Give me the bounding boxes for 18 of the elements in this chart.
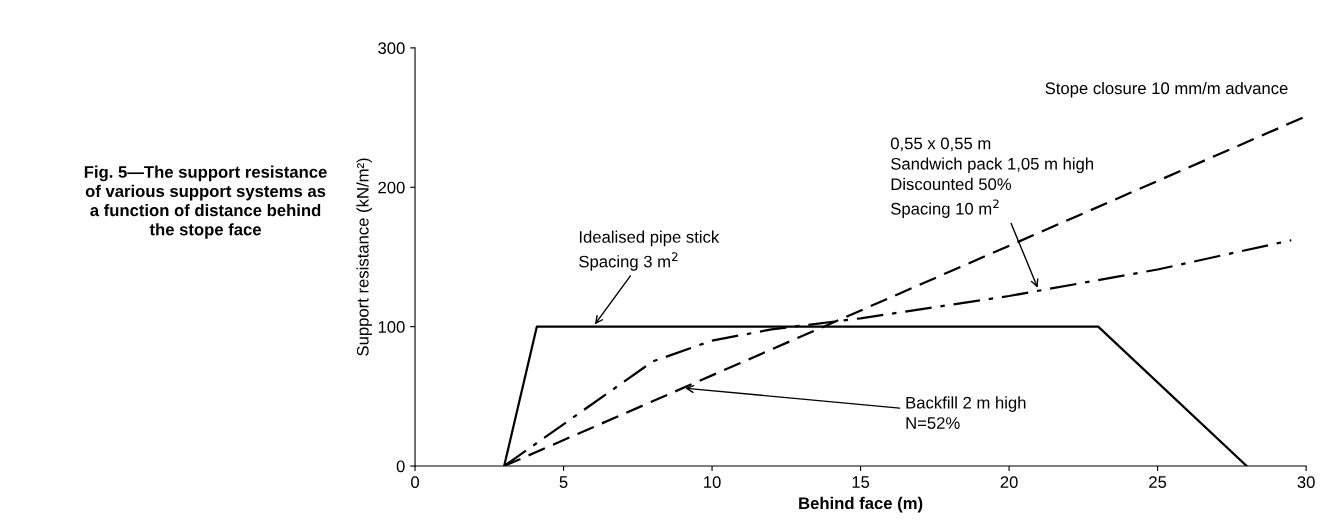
y-tick-label: 0 [396, 460, 405, 473]
annotation: Stope closure 10 mm/m advance [1045, 81, 1288, 98]
y-tick-label: 300 [378, 42, 405, 55]
x-tick-label: 10 [704, 476, 721, 488]
x-tick-label: 5 [559, 476, 568, 488]
y-axis-title: Support resistance (kN/m²) [356, 158, 372, 356]
annotation: Backfill 2 m high N=52% [906, 396, 1026, 429]
y-tick-label: 200 [378, 181, 405, 194]
x-tick-label: 15 [852, 476, 870, 488]
x-tick-label: 0 [411, 476, 420, 488]
y-tick-label: 100 [378, 321, 405, 333]
x-axis-title: Behind face (m) [799, 496, 923, 513]
x-tick-label: 20 [1000, 476, 1018, 488]
annotation: Idealised pipe stick Spacing 3 m$^{2}$ [579, 230, 720, 271]
x-tick-label: 25 [1149, 476, 1167, 488]
x-tick-label: 30 [1297, 476, 1315, 488]
annotation: 0,55 x 0,55 m Sandwich pack 1,05 m high Discounted 50% Spacing 10 m$^{2}$ [890, 137, 1094, 218]
text: Fig. 5—The support resistance of various support systems as a function of distance behind the stope face [84, 165, 327, 239]
